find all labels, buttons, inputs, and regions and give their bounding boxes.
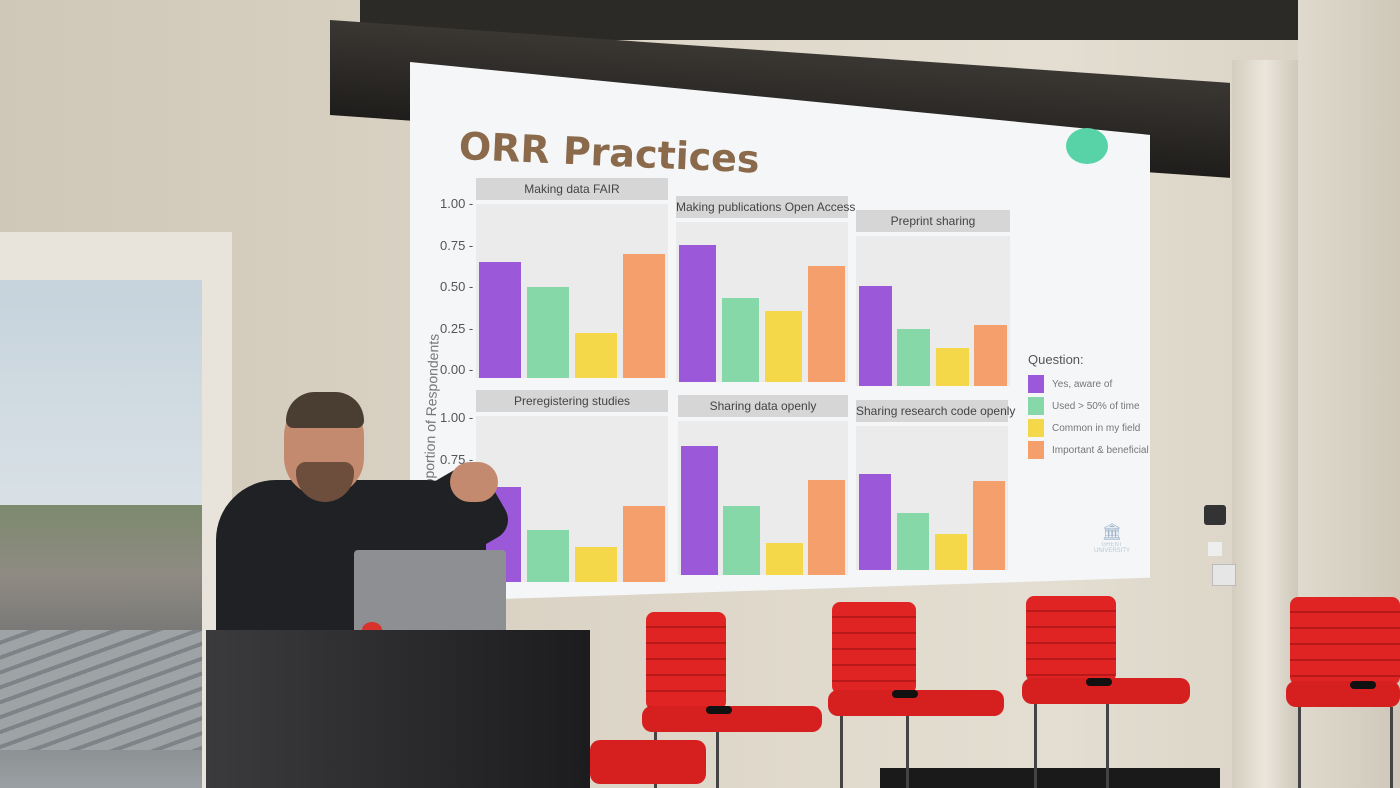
facet-panel: [856, 426, 1008, 570]
y-tick-label: 1.00 -: [440, 410, 474, 425]
facet-panel: [678, 421, 848, 575]
y-tick-label: 0.25 -: [440, 320, 474, 336]
microphone: [706, 706, 732, 714]
window-sky: [0, 280, 202, 510]
legend-label: Common in my field: [1052, 422, 1141, 434]
presenter-hair: [286, 392, 364, 428]
bar: [808, 266, 845, 382]
legend-title: Question:: [1028, 352, 1084, 367]
thermostat: [1204, 505, 1226, 525]
bar: [527, 529, 569, 582]
y-tick-label: 0.50 -: [440, 279, 474, 294]
red-chair-back: [832, 602, 916, 694]
presenter-hand: [450, 462, 498, 502]
chair-leg: [1390, 707, 1393, 788]
bar: [974, 324, 1008, 386]
bar: [623, 254, 665, 378]
bar: [934, 534, 968, 570]
legend-label: Used > 50% of time: [1052, 400, 1140, 412]
bar: [972, 481, 1006, 570]
facet-strip-label: Preprint sharing: [856, 210, 1010, 232]
bar: [575, 547, 617, 582]
facet-strip-label: Preregistering studies: [476, 390, 668, 412]
chair-leg: [1298, 707, 1301, 788]
legend-label: Yes, aware of: [1052, 378, 1113, 390]
bar: [858, 474, 892, 570]
facet-panel: [476, 416, 668, 582]
chair-leg: [716, 732, 719, 788]
facet-panel: [676, 222, 848, 382]
window-glass-roof: [0, 630, 202, 750]
slide-decoration-circle: [1066, 128, 1108, 164]
logo-mark-icon: 🏛: [1101, 524, 1123, 541]
microphone: [892, 690, 918, 698]
microphone: [1350, 681, 1376, 689]
university-logo: 🏛 GHENT UNIVERSITY: [1094, 522, 1130, 564]
red-chair-seat: [590, 740, 706, 784]
wall-pillar: [1232, 60, 1298, 788]
legend-swatch: [1028, 397, 1044, 415]
bar: [680, 446, 718, 575]
wall-switch: [1208, 542, 1222, 556]
chair-leg: [1034, 704, 1037, 788]
bar: [765, 542, 803, 575]
bar: [679, 245, 716, 382]
chair-leg: [840, 716, 843, 788]
chair-leg: [1106, 704, 1109, 788]
bar: [527, 287, 569, 378]
bar: [479, 262, 521, 378]
bar: [935, 347, 969, 386]
facet-strip-label: Sharing research code openly: [856, 400, 1015, 422]
bar: [808, 479, 846, 575]
legend-item: Common in my field: [1028, 417, 1148, 439]
facet-strip-label: Making publications Open Access: [676, 196, 855, 218]
bar: [896, 512, 930, 570]
microphone: [1086, 678, 1112, 686]
facet-panel: [856, 236, 1010, 386]
bar: [723, 506, 761, 575]
red-chair-back: [1290, 597, 1400, 685]
legend-item: Important & beneficial: [1028, 439, 1149, 461]
bar: [575, 333, 617, 378]
facet-panel: [476, 204, 668, 378]
legend-label: Important & beneficial: [1052, 444, 1149, 456]
bar: [722, 298, 759, 382]
y-tick-label: 1.00 -: [440, 196, 474, 211]
y-tick-label: 0.75 -: [440, 237, 474, 253]
legend-swatch: [1028, 441, 1044, 459]
red-chair-seat: [1286, 681, 1400, 707]
y-tick-label: 0.00 -: [440, 362, 474, 377]
lectern: [206, 630, 590, 788]
chart-legend: Question: Yes, aware of Used > 50% of ti…: [1028, 352, 1149, 461]
red-chair-seat: [642, 706, 822, 732]
bar: [858, 286, 892, 386]
legend-item: Yes, aware of: [1028, 373, 1148, 395]
facet-strip-label: Making data FAIR: [476, 178, 668, 200]
logo-text: GHENT UNIVERSITY: [1094, 542, 1131, 554]
legend-item: Used > 50% of time: [1028, 395, 1148, 417]
legend-swatch: [1028, 375, 1044, 393]
wall-socket: [1212, 564, 1236, 586]
red-chair-back: [646, 612, 726, 710]
bar: [623, 506, 665, 582]
facet-strip-label: Sharing data openly: [678, 395, 848, 417]
red-chair-back: [1026, 596, 1116, 682]
bar: [765, 310, 802, 382]
chair-leg: [906, 716, 909, 788]
legend-swatch: [1028, 419, 1044, 437]
bar: [897, 329, 931, 386]
floor: [880, 768, 1220, 788]
